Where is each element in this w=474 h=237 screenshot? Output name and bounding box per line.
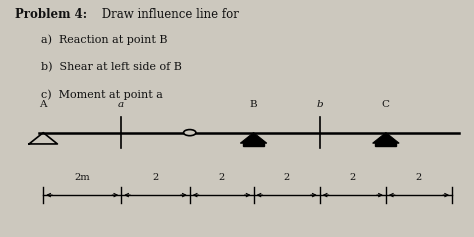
Text: 2m: 2m xyxy=(74,173,90,182)
Text: 2: 2 xyxy=(152,173,159,182)
Polygon shape xyxy=(240,133,267,143)
Text: a: a xyxy=(118,100,124,109)
Text: 2: 2 xyxy=(283,173,290,182)
Text: 2: 2 xyxy=(416,173,422,182)
Text: C: C xyxy=(382,100,390,109)
FancyBboxPatch shape xyxy=(243,143,264,146)
FancyBboxPatch shape xyxy=(375,143,396,146)
Text: 2: 2 xyxy=(350,173,356,182)
Text: Problem 4:: Problem 4: xyxy=(15,8,87,21)
Text: c)  Moment at point a: c) Moment at point a xyxy=(41,89,163,100)
Text: Draw influence line for: Draw influence line for xyxy=(98,8,238,21)
Text: a)  Reaction at point B: a) Reaction at point B xyxy=(41,35,167,46)
Polygon shape xyxy=(373,133,399,143)
Text: b: b xyxy=(316,100,323,109)
Text: b)  Shear at left side of B: b) Shear at left side of B xyxy=(41,62,182,72)
Text: 2: 2 xyxy=(219,173,225,182)
Circle shape xyxy=(183,130,196,136)
Text: B: B xyxy=(250,100,257,109)
Text: A: A xyxy=(39,100,47,109)
